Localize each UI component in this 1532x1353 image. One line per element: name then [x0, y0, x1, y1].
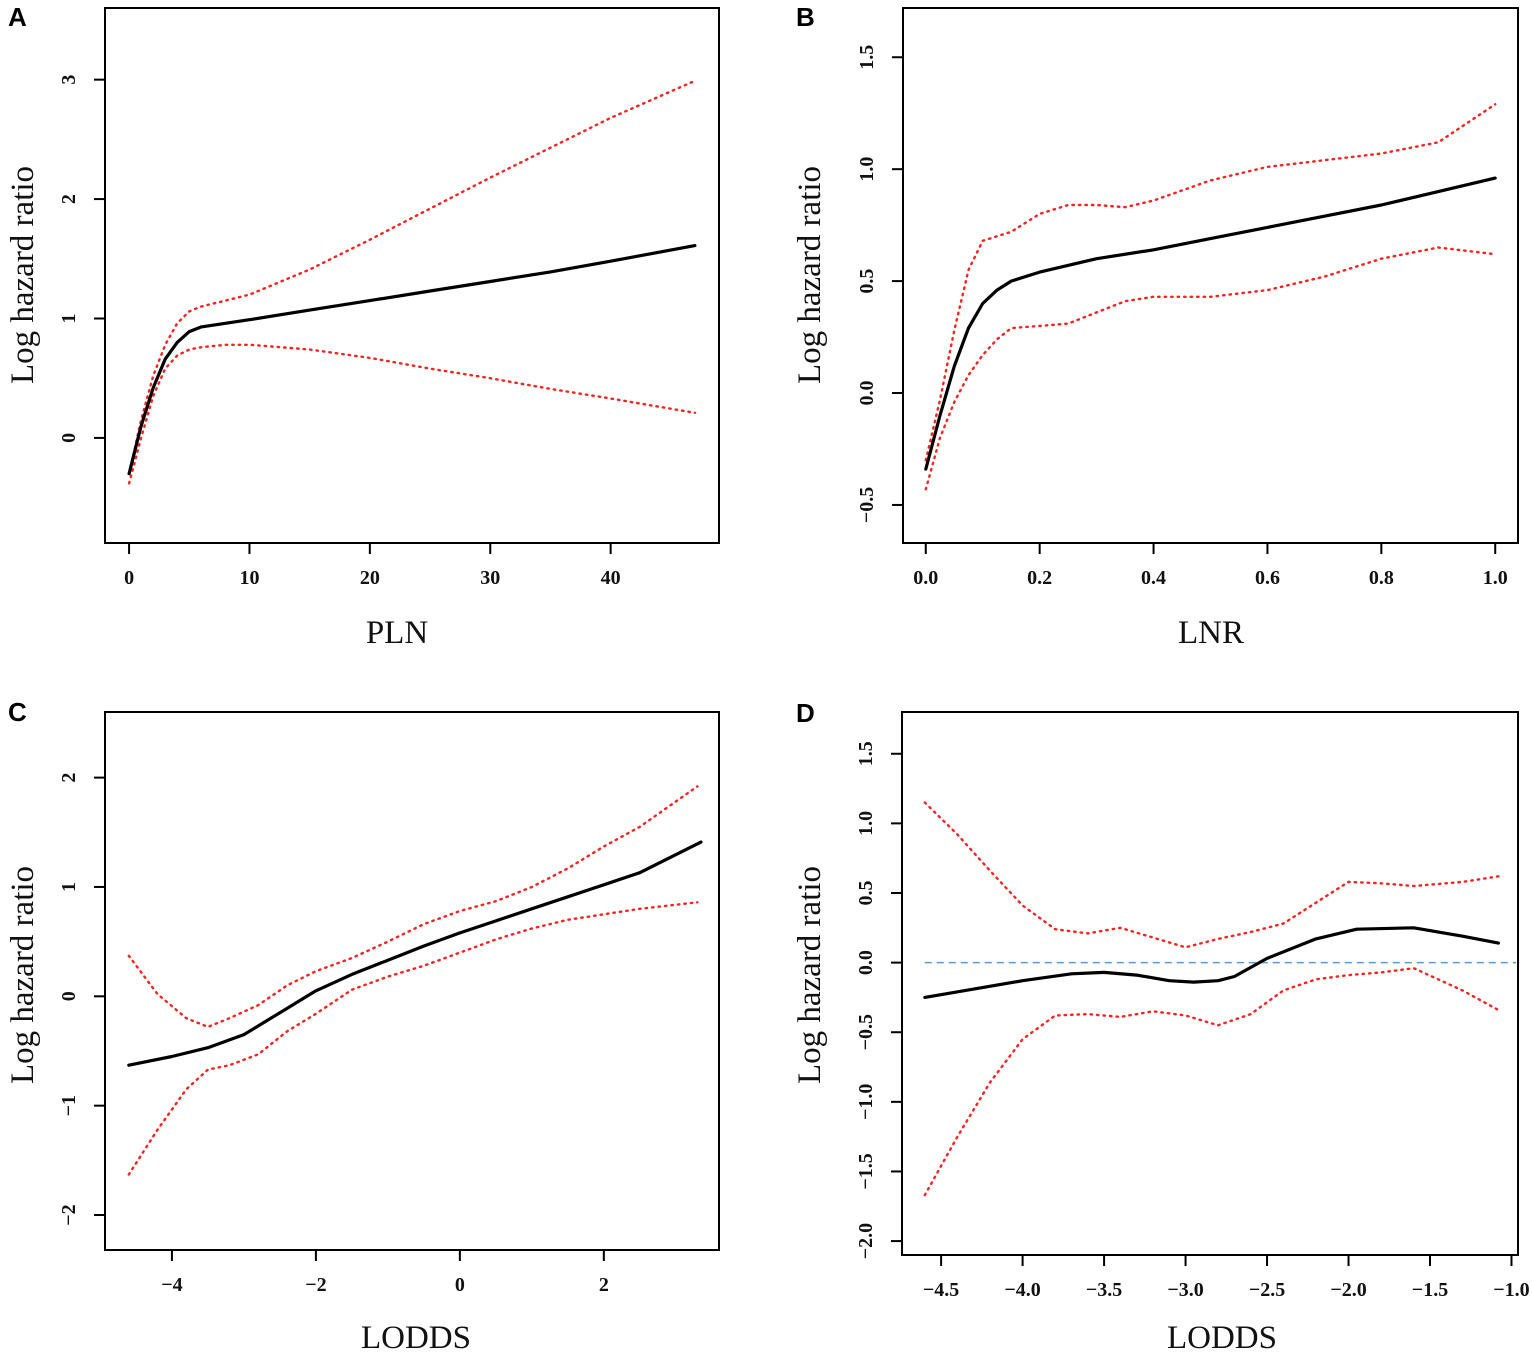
panel-b-series [924, 103, 1497, 491]
panel-b-y-tick-label: 1.0 [856, 157, 878, 182]
panel-a-lower-ci-line [127, 343, 697, 485]
panel-d-x-tick-label: −4.5 [923, 1279, 959, 1301]
panel-d-y-axis: −2.0 −1.5 −1.0 −0.5 0.0 0.5 1.0 1.5 [855, 741, 902, 1259]
panel-d-y-axis-label: Log hazard ratio [792, 866, 828, 1084]
panel-d-plot-frame [901, 711, 1519, 1256]
panel-a-y-axis-label: Log hazard ratio [5, 166, 41, 384]
panel-d-y-tick-label: 1.5 [855, 741, 877, 766]
panel-c-x-tick-label: −4 [161, 1274, 182, 1296]
panel-b-x-tick-label: 1.0 [1483, 567, 1508, 589]
panel-d-y-tick-label: 0.0 [855, 950, 877, 975]
panel-d-y-tick-label: −1.5 [855, 1153, 877, 1189]
panel-a-series [127, 79, 697, 485]
panel-b-upper-ci-line [924, 103, 1497, 462]
panel-d-x-tick-label: −1.5 [1412, 1279, 1448, 1301]
panel-d-x-axis: −4.5 −4.0 −3.5 −3.0 −2.5 −2.0 −1.5 −1.0 [923, 1255, 1530, 1301]
panel-c-upper-ci-line [127, 785, 699, 1029]
panel-c-estimate-line [127, 840, 703, 1067]
panel-d-y-tick-label: −1.0 [855, 1084, 877, 1120]
panel-d-x-tick-label: −1.0 [1493, 1279, 1529, 1301]
panel-d-series [923, 801, 1501, 1197]
panel-a-letter: A [8, 2, 27, 32]
panel-b-plot-frame [902, 7, 1519, 544]
panel-d-x-tick-label: −4.0 [1004, 1279, 1040, 1301]
panel-c-series [127, 785, 703, 1176]
panel-a-y-axis: 0 1 2 3 [58, 75, 105, 443]
panel-c-x-tick-label: −2 [305, 1274, 326, 1296]
panel-b-x-tick-label: 0.8 [1369, 567, 1394, 589]
panel-b: B 0.0 0.2 0.4 0.6 0.8 1.0 −0.5 0.0 0.5 1.0 1.5 LN… [792, 2, 1519, 651]
panel-b-x-axis: 0.0 0.2 0.4 0.6 0.8 1.0 [913, 543, 1508, 589]
panel-b-y-tick-label: −0.5 [856, 487, 878, 523]
panel-a-x-tick-label: 10 [239, 567, 259, 589]
panel-a-upper-ci-line [127, 79, 697, 475]
panel-b-x-tick-label: 0.4 [1141, 567, 1166, 589]
panel-b-y-axis-label: Log hazard ratio [792, 166, 828, 384]
panel-d-y-tick-label: −2.0 [855, 1223, 877, 1259]
panel-b-lower-ci-line [924, 246, 1497, 491]
panel-a-x-tick-label: 0 [124, 567, 134, 589]
panel-a-x-axis-label: PLN [366, 615, 429, 651]
panel-a-plot-frame [104, 7, 720, 544]
panel-b-y-tick-label: 1.5 [856, 45, 878, 70]
panel-d-letter: D [796, 698, 815, 728]
panel-a-y-tick-label: 3 [58, 75, 80, 85]
panel-c-letter: C [8, 697, 27, 727]
panel-c-y-tick-label: −2 [58, 1204, 80, 1225]
panel-a-x-axis: 0 10 20 30 40 [124, 543, 621, 589]
panel-a-x-tick-label: 20 [360, 567, 380, 589]
panel-a-y-tick-label: 2 [58, 194, 80, 204]
panel-b-x-tick-label: 0.2 [1027, 567, 1052, 589]
panel-b-x-tick-label: 0.0 [913, 567, 938, 589]
panel-b-letter: B [796, 2, 815, 32]
panel-c-y-tick-label: 1 [58, 882, 80, 892]
panel-c-plot-frame [104, 711, 720, 1251]
panel-d-upper-ci-line [923, 801, 1500, 949]
panel-d-y-tick-label: −0.5 [855, 1014, 877, 1050]
panel-b-y-tick-label: 0.5 [856, 269, 878, 294]
panel-c-y-axis-label: Log hazard ratio [5, 866, 41, 1084]
panel-d-x-axis-label: LODDS [1167, 1320, 1277, 1353]
panel-d-lower-ci-line [923, 966, 1500, 1197]
panel-d-x-tick-label: −2.0 [1330, 1279, 1366, 1301]
panel-b-x-tick-label: 0.6 [1255, 567, 1280, 589]
panel-a-y-tick-label: 0 [58, 433, 80, 443]
panel-c-x-tick-label: 0 [455, 1274, 465, 1296]
panel-a-x-tick-label: 40 [601, 567, 621, 589]
panel-c-y-tick-label: 2 [58, 773, 80, 783]
panel-c-y-axis: −2 −1 0 1 2 [58, 773, 105, 1226]
panel-c-x-axis: −4 −2 0 2 [161, 1250, 609, 1296]
panel-c-lower-ci-line [127, 901, 699, 1176]
panel-a-x-tick-label: 30 [480, 567, 500, 589]
panel-d-y-tick-label: 1.0 [855, 811, 877, 836]
panel-d-x-tick-label: −3.0 [1167, 1279, 1203, 1301]
panel-d-x-tick-label: −2.5 [1249, 1279, 1285, 1301]
panel-c-x-axis-label: LODDS [361, 1320, 471, 1353]
panel-c-y-tick-label: −1 [58, 1095, 80, 1116]
panel-a-y-tick-label: 1 [58, 313, 80, 323]
panel-b-y-axis: −0.5 0.0 0.5 1.0 1.5 [856, 45, 903, 523]
panel-b-y-tick-label: 0.0 [856, 381, 878, 406]
panel-c-x-tick-label: 2 [599, 1274, 609, 1296]
panel-d-x-tick-label: −3.5 [1086, 1279, 1122, 1301]
panel-c-y-tick-label: 0 [58, 991, 80, 1001]
panel-d-y-tick-label: 0.5 [855, 881, 877, 906]
panel-a: A 0 10 20 30 40 0 1 2 3 PLN Log hazard ratio [5, 2, 720, 651]
panel-d-estimate-line [923, 926, 1501, 1000]
panel-b-estimate-line [924, 176, 1497, 471]
panel-b-x-axis-label: LNR [1178, 615, 1244, 651]
panel-d: D −4.5 −4.0 −3.5 −3.0 −2.5 −2.0 −1.5 −1.0 −2.0−… [792, 698, 1530, 1353]
panel-a-estimate-line [127, 244, 697, 476]
panel-c: C −4 −2 0 2 −2 −1 0 1 2 LODDS Log hazard ratio [5, 697, 720, 1353]
